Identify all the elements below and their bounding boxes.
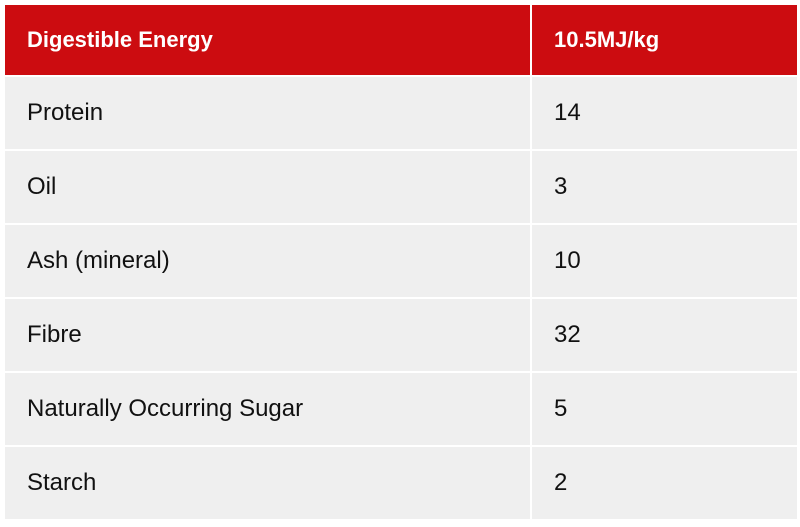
header-cell: 10.5MJ/kg — [532, 5, 797, 75]
nutrition-table: Digestible Energy 10.5MJ/kg Protein 14 Oil 3 A… — [5, 5, 797, 519]
row-label: Fibre — [5, 299, 530, 371]
row-label: Starch — [5, 447, 530, 519]
row-value: 3 — [532, 151, 797, 223]
row-value: 10 — [532, 225, 797, 297]
row-value: 5 — [532, 373, 797, 445]
row-value: 32 — [532, 299, 797, 371]
row-value: 14 — [532, 77, 797, 149]
row-label: Oil — [5, 151, 530, 223]
row-label: Naturally Occurring Sugar — [5, 373, 530, 445]
row-label: Ash (mineral) — [5, 225, 530, 297]
header-cell: Digestible Energy — [5, 5, 530, 75]
row-label: Protein — [5, 77, 530, 149]
row-value: 2 — [532, 447, 797, 519]
